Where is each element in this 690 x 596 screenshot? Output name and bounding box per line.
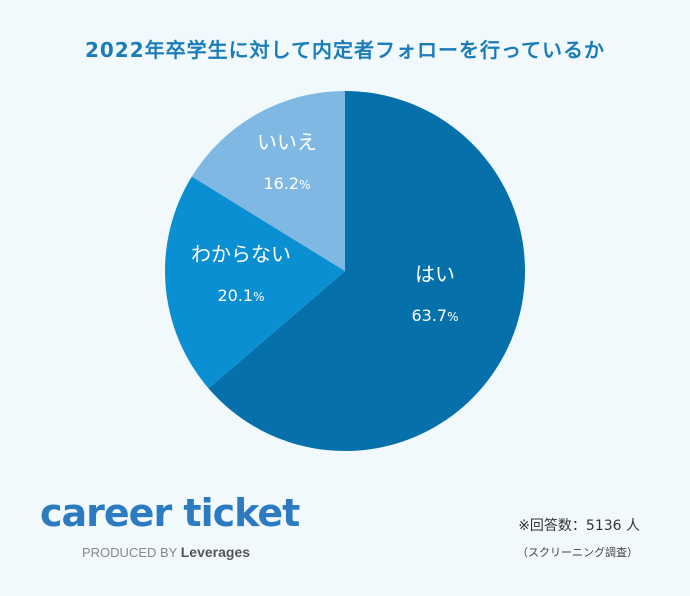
logo-tagline: PRODUCED BY Leverages <box>82 544 250 560</box>
slice-value-label: 63.7% <box>411 306 458 325</box>
slice-value-label: 16.2% <box>263 174 310 193</box>
logo-brand: Leverages <box>180 544 251 560</box>
slice-label: わからない <box>191 242 291 266</box>
pie-slice <box>165 176 345 389</box>
slice-value-label: 20.1% <box>217 286 264 305</box>
logo-produced-by: PRODUCED BY <box>82 545 178 560</box>
survey-type: （スクリーニング調査） <box>517 546 638 559</box>
pie-slice <box>208 91 525 452</box>
slice-label: はい <box>415 262 455 286</box>
slice-label: いいえ <box>257 130 317 154</box>
logo-wordmark: career ticket <box>40 491 300 535</box>
response-count: ※回答数：5136 人 <box>518 518 640 534</box>
career-ticket-logo: career ticket PRODUCED BY Leverages <box>40 494 300 564</box>
response-note: ※回答数：5136 人 （スクリーニング調査） <box>517 515 640 560</box>
pie-slice <box>191 91 345 271</box>
chart-title: 2022年卒学生に対して内定者フォローを行っているか <box>84 38 606 62</box>
